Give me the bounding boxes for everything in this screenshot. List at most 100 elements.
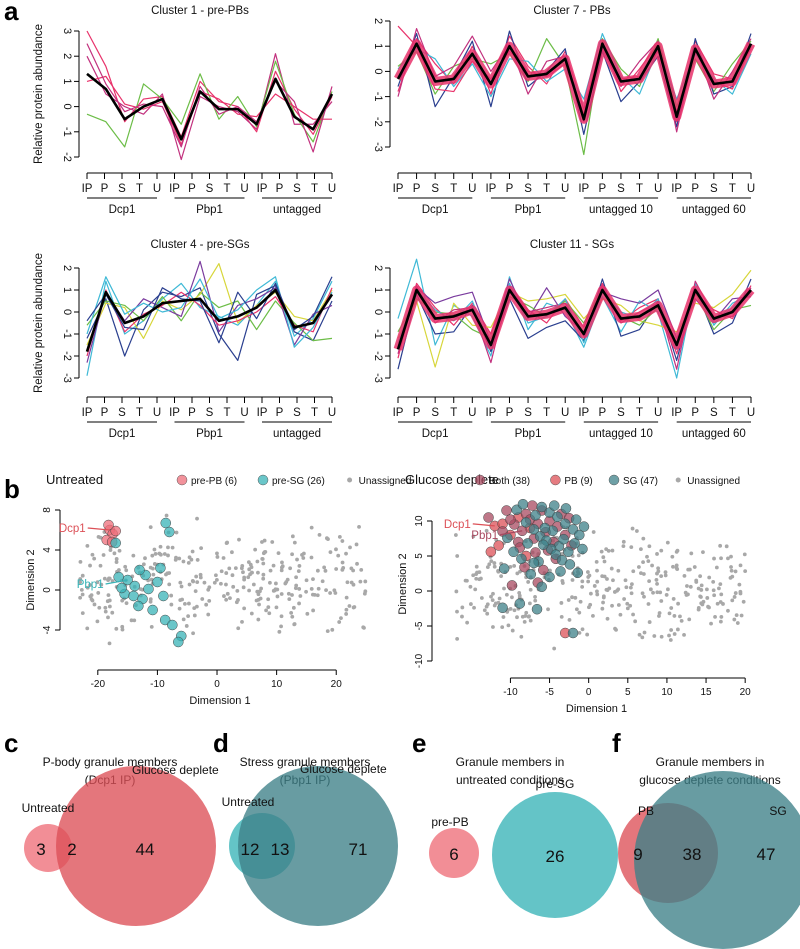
y-tick-label: 2 xyxy=(61,265,73,271)
unassigned-point xyxy=(246,575,251,580)
legend-label: PB (9) xyxy=(564,476,592,487)
unassigned-point xyxy=(474,576,479,581)
unassigned-point xyxy=(501,615,506,619)
unassigned-point xyxy=(566,598,571,602)
legend-label: Unassigned xyxy=(359,476,412,487)
unassigned-point xyxy=(474,564,479,569)
unassigned-point xyxy=(195,558,200,562)
unassigned-point xyxy=(682,632,686,637)
mean-line xyxy=(86,72,334,141)
point-sg xyxy=(569,538,580,549)
unassigned-point xyxy=(241,585,246,590)
unassigned-point xyxy=(485,565,490,570)
x-tick-label: 5 xyxy=(625,687,631,698)
unassigned-point xyxy=(251,582,256,587)
unassigned-point xyxy=(262,550,267,555)
unassigned-point xyxy=(277,629,282,634)
mean-line xyxy=(396,42,753,121)
unassigned-point xyxy=(656,566,661,571)
point-sg xyxy=(536,501,547,513)
unassigned-point xyxy=(233,566,238,571)
y-tick-label: 0 xyxy=(42,587,53,593)
unassigned-point xyxy=(97,605,102,610)
unassigned-point xyxy=(641,572,646,576)
unassigned-point xyxy=(101,553,106,557)
point-sg xyxy=(522,538,533,549)
venn-set-2 xyxy=(56,766,216,926)
unassigned-point xyxy=(605,577,609,581)
unassigned-point xyxy=(465,620,470,625)
venn-count: 12 xyxy=(241,840,260,859)
point-sg xyxy=(548,500,560,511)
legend-label: pre-PB (6) xyxy=(191,476,237,487)
unassigned-point xyxy=(615,588,619,593)
unassigned-point xyxy=(301,556,306,560)
annotation-leader xyxy=(87,527,110,531)
venn-set-label: pre-SG xyxy=(536,777,575,791)
unassigned-point xyxy=(491,625,495,629)
x-tick-label: U xyxy=(561,407,569,419)
x-tick-label: IP xyxy=(393,183,404,195)
unassigned-point xyxy=(230,550,234,555)
unassigned-point xyxy=(711,579,716,584)
unassigned-point xyxy=(256,570,260,575)
unassigned-point xyxy=(605,616,610,621)
unassigned-point xyxy=(618,612,623,617)
unassigned-point xyxy=(85,626,90,631)
unassigned-point xyxy=(492,561,497,565)
unassigned-point xyxy=(326,537,330,542)
unassigned-point xyxy=(255,589,260,594)
unassigned-point xyxy=(177,606,182,611)
unassigned-point xyxy=(715,601,720,606)
x-tick-label: S xyxy=(206,183,214,195)
unassigned-point xyxy=(242,606,247,611)
chart-title: Cluster 7 - PBs xyxy=(533,5,611,17)
point-sg xyxy=(544,571,555,583)
unassigned-point xyxy=(287,597,292,602)
unassigned-point xyxy=(266,597,271,602)
unassigned-point xyxy=(601,594,606,599)
x-tick-label: -10 xyxy=(503,687,518,698)
unassigned-point xyxy=(515,615,519,620)
unassigned-point xyxy=(624,585,629,590)
unassigned-point xyxy=(674,566,679,570)
y-tick-label: 2 xyxy=(61,53,73,59)
x-tick-label: U xyxy=(654,407,662,419)
x-tick-label: P xyxy=(691,407,699,419)
x-tick-label: 20 xyxy=(740,687,752,698)
unassigned-point xyxy=(655,590,660,595)
x-tick-label: P xyxy=(506,183,514,195)
unassigned-point xyxy=(117,548,122,553)
unassigned-point xyxy=(473,587,478,592)
unassigned-point xyxy=(742,552,747,557)
unassigned-point xyxy=(215,555,220,559)
venn-set-label: Glucose deplete xyxy=(300,762,387,776)
unassigned-point xyxy=(120,627,125,632)
x-tick-label: U xyxy=(468,407,476,419)
unassigned-point xyxy=(235,588,240,593)
x-axis-label: Dimension 1 xyxy=(566,703,627,715)
x-tick-label: T xyxy=(729,407,736,419)
unassigned-point xyxy=(573,595,578,600)
unassigned-point xyxy=(630,582,634,587)
x-tick-label: U xyxy=(747,183,755,195)
unassigned-point xyxy=(202,580,207,585)
unassigned-point xyxy=(194,604,199,609)
unassigned-point xyxy=(297,587,302,591)
point-sg xyxy=(563,546,574,558)
unassigned-point xyxy=(264,608,268,613)
unassigned-point xyxy=(88,563,92,568)
x-tick-label: P xyxy=(413,407,421,419)
unassigned-point xyxy=(712,556,716,561)
unassigned-point xyxy=(628,603,633,608)
x-tick-label: P xyxy=(188,407,196,419)
unassigned-point xyxy=(328,591,333,595)
unassigned-point xyxy=(719,556,723,561)
unassigned-point xyxy=(324,588,328,593)
point-both xyxy=(538,564,549,576)
x-tick-label: P xyxy=(506,407,514,419)
venn-count: 3 xyxy=(36,840,45,859)
unassigned-point xyxy=(187,582,192,587)
unassigned-point xyxy=(298,594,303,598)
unassigned-point xyxy=(178,580,183,585)
